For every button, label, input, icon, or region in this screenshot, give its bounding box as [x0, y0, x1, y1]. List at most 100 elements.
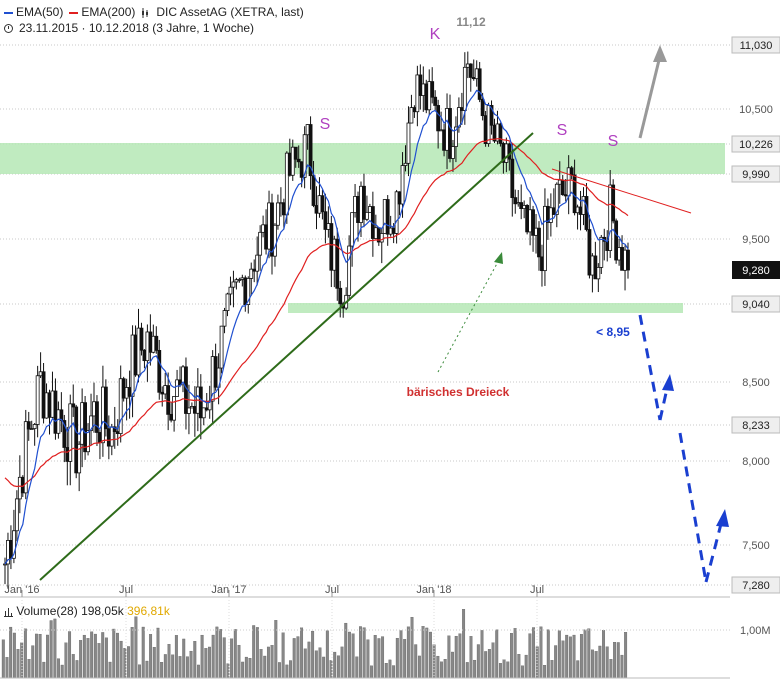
volume-bar: [233, 629, 237, 679]
volume-bar: [370, 665, 373, 679]
volume-bar: [454, 635, 458, 679]
volume-bar: [200, 634, 204, 679]
x-axis-ticks: Jan '16 Jul Jan '17 Jul Jan '18 Jul: [4, 584, 544, 678]
peak-price-label: 11,12: [456, 15, 486, 29]
candle-body: [486, 105, 491, 145]
current-price-label: 9,280: [742, 265, 770, 277]
volume-bar: [160, 662, 164, 679]
candle-body: [534, 227, 538, 236]
target-label: < 8,95: [596, 325, 630, 339]
candle-body: [32, 424, 37, 429]
volume-bar: [609, 659, 613, 679]
candle-body: [367, 206, 372, 213]
candle-body: [23, 421, 28, 494]
price-level-label: 9,990: [742, 169, 770, 181]
y-tick-label: 7,500: [742, 540, 770, 552]
volume-bar: [476, 644, 480, 679]
candle-body: [198, 386, 203, 419]
candle-body: [314, 205, 319, 214]
volume-bar: [502, 659, 506, 679]
volume-bar: [104, 637, 108, 679]
volume-bar: [447, 635, 451, 679]
candle-body: [388, 227, 393, 235]
candle-body: [510, 158, 515, 199]
candle-body: [454, 126, 458, 147]
candle-body: [92, 401, 96, 417]
period-text: 23.11.2015 · 10.12.2018 (3 Jahre, 1 Woch…: [19, 21, 255, 35]
volume-bar: [149, 634, 153, 679]
candle-body: [620, 247, 624, 271]
candle-body: [317, 195, 322, 214]
candle-body: [276, 202, 280, 226]
candle-body: [296, 158, 301, 163]
candle-body: [436, 105, 441, 132]
candle-body: [397, 191, 402, 205]
price-level-box: [731, 36, 780, 54]
volume-bar: [388, 659, 392, 679]
resistance-zone: [0, 143, 725, 174]
candle-body: [623, 249, 627, 271]
candle-body: [240, 277, 245, 280]
y-tick-label: 8,000: [742, 456, 770, 468]
candle-body: [53, 390, 58, 434]
volume-bar: [469, 636, 473, 679]
candle-body: [80, 402, 85, 445]
price-level-label: 7,280: [742, 580, 770, 592]
candle-body: [528, 209, 532, 233]
candle-body: [293, 146, 298, 160]
volume-bar: [333, 651, 337, 679]
candle-body: [350, 212, 355, 247]
candle-body: [278, 202, 283, 205]
volume-bar: [484, 651, 488, 679]
label-s-left: S: [320, 116, 331, 133]
candle-body: [115, 431, 120, 434]
candle-body: [228, 286, 233, 295]
candle-body: [584, 196, 589, 230]
candle-body: [237, 279, 242, 281]
volume-bar: [528, 633, 532, 679]
candle-body: [323, 211, 328, 230]
candle-body: [264, 224, 268, 250]
volume-bar: [193, 641, 197, 679]
volume-bar: [189, 650, 193, 679]
volume-bar: [112, 628, 116, 679]
volume-bar: [591, 649, 594, 679]
volume-bar: [480, 630, 484, 679]
volume-bar: [237, 644, 241, 679]
candle-body: [95, 401, 99, 433]
volume-bar: [403, 639, 407, 679]
volume-bar: [443, 659, 447, 679]
volume-bar: [211, 634, 215, 679]
candle-body: [267, 202, 271, 250]
volume-bar: [263, 655, 267, 679]
candle-body: [465, 63, 470, 68]
price-level-label: 10,226: [739, 139, 773, 151]
price-level-box: [731, 576, 780, 594]
volume-bar: [163, 654, 167, 679]
candle-body: [151, 335, 156, 353]
candle-body: [35, 375, 40, 425]
candle-body: [406, 122, 411, 164]
candle-body: [421, 83, 426, 96]
candle-body: [62, 420, 67, 448]
candle-body: [356, 196, 360, 223]
volume-bar: [568, 636, 572, 679]
candle-body: [543, 205, 547, 272]
y-tick-label: 9,500: [742, 234, 770, 246]
candle-body: [412, 107, 417, 113]
price-level-box: [731, 416, 780, 434]
candle-body: [433, 96, 438, 106]
volume-bar: [108, 661, 112, 679]
candle-body: [118, 378, 123, 434]
price-candles: [3, 51, 630, 589]
volume-label: Volume(28): [16, 604, 78, 618]
volume-bar: [506, 661, 510, 679]
volume-bar: [219, 629, 223, 679]
candle-body: [507, 143, 512, 160]
volume-bar: [565, 634, 569, 679]
volume-bar: [292, 638, 296, 679]
candle-body: [332, 238, 337, 271]
volume-bar: [487, 649, 491, 679]
volume-bars: [0, 609, 730, 679]
candle-body: [424, 83, 429, 111]
